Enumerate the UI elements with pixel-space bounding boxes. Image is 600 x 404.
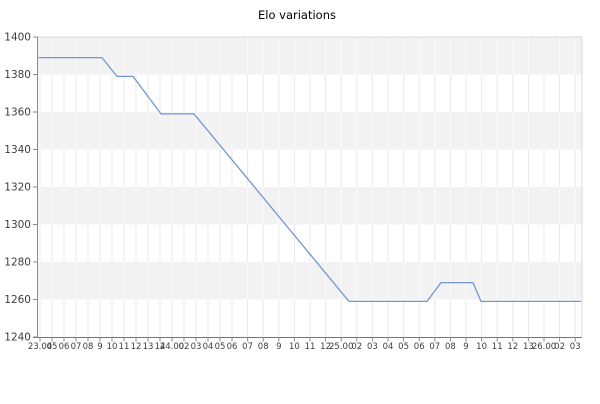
x-tick-label: 25.00 <box>329 342 353 352</box>
y-tick-label: 1400 <box>4 32 31 44</box>
x-tick-label: 11 <box>492 342 503 352</box>
y-axis-labels: 1400 1380 1360 1340 1320 1300 1280 1260 1240 <box>4 32 38 344</box>
x-tick-label: 14 <box>155 342 166 352</box>
x-tick-label: 05 <box>398 342 409 352</box>
x-tick-label: 06 <box>414 342 425 352</box>
x-tick-label: 24.00 <box>160 342 184 352</box>
elo-line-series <box>38 56 581 303</box>
x-tick-label: 08 <box>258 342 269 352</box>
x-tick-label: 9 <box>276 342 281 352</box>
x-tick-label: 06 <box>59 342 70 352</box>
y-tick-label: 1320 <box>4 182 31 194</box>
x-tick-label: 10 <box>289 342 300 352</box>
x-tick-label: 04 <box>383 342 394 352</box>
x-tick-label: 04 <box>203 342 214 352</box>
x-tick-label: 02 <box>179 342 190 352</box>
x-tick-label: 08 <box>445 342 456 352</box>
x-tick-label: 02 <box>554 342 565 352</box>
vertical-gridlines <box>39 37 576 337</box>
x-tick-label: 13 <box>523 342 534 352</box>
x-tick-label: 13 <box>143 342 154 352</box>
y-tick-label: 1240 <box>4 332 31 344</box>
x-tick-label: 12 <box>320 342 331 352</box>
x-tick-label: 07 <box>242 342 253 352</box>
y-tick-label: 1340 <box>4 144 31 156</box>
x-tick-label: 03 <box>367 342 378 352</box>
x-tick-label: 9 <box>463 342 468 352</box>
x-tick-label: 23.04 <box>28 342 52 352</box>
y-tick-label: 1300 <box>4 219 31 231</box>
x-tick-label: 08 <box>83 342 94 352</box>
x-tick-label: 12 <box>507 342 518 352</box>
x-tick-label: 07 <box>429 342 440 352</box>
y-tick-label: 1380 <box>4 69 31 81</box>
x-tick-label: 06 <box>227 342 238 352</box>
chart-title: Elo variations <box>258 8 336 22</box>
elo-line <box>38 56 581 303</box>
x-tick-label: 11 <box>119 342 130 352</box>
x-tick-label: 10 <box>476 342 487 352</box>
y-tick-label: 1260 <box>4 294 31 306</box>
x-tick-label: 07 <box>71 342 82 352</box>
x-tick-label: 26.00 <box>532 342 556 352</box>
x-tick-label: 03 <box>570 342 581 352</box>
x-tick-label: 9 <box>97 342 102 352</box>
x-tick-label: 12 <box>131 342 142 352</box>
x-tick-label: 05 <box>215 342 226 352</box>
x-tick-label: 11 <box>305 342 316 352</box>
x-tick-label: 05 <box>47 342 58 352</box>
x-tick-label: 02 <box>351 342 362 352</box>
y-tick-label: 1360 <box>4 107 31 119</box>
x-tick-label: 03 <box>191 342 202 352</box>
y-tick-label: 1280 <box>4 257 31 269</box>
x-tick-label: 10 <box>107 342 118 352</box>
